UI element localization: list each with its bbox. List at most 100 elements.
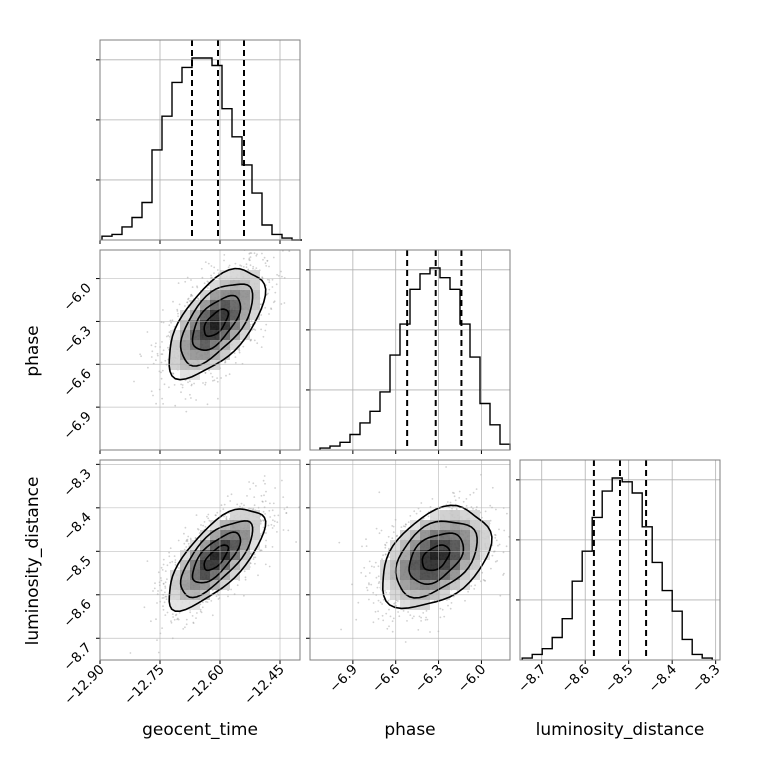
scatter-point (245, 263, 248, 266)
scatter-point (260, 328, 262, 331)
scatter-point (205, 600, 207, 603)
scatter-point (161, 353, 164, 356)
scatter-point (164, 585, 167, 588)
scatter-point (464, 599, 466, 602)
scatter-point (498, 543, 501, 546)
density-cell (210, 560, 220, 570)
histogram-geocent-time (96, 39, 302, 244)
density-cell (250, 530, 260, 540)
scatter-point (385, 591, 388, 594)
scatter-point (266, 260, 269, 262)
scatter-point (271, 286, 274, 288)
scatter-point (170, 621, 173, 624)
scatter-point (176, 308, 179, 311)
scatter-point (273, 300, 276, 303)
scatter-point (260, 494, 263, 497)
scatter-point (242, 257, 245, 260)
scatter-point (404, 641, 407, 643)
scatter-point (161, 341, 163, 343)
scatter-point (484, 580, 487, 582)
scatter-point (446, 501, 449, 503)
scatter-point (168, 555, 171, 558)
scatter-point (417, 629, 420, 631)
scatter-point (174, 559, 177, 561)
density-cell (190, 360, 200, 370)
scatter-point (425, 610, 428, 612)
scatter-point (187, 381, 189, 384)
scatter-point (238, 349, 241, 352)
panel-frame (99, 249, 301, 451)
scatter-point (484, 510, 487, 513)
scatter-point (268, 265, 270, 268)
density-cell (250, 290, 260, 300)
scatter-point (240, 265, 243, 267)
scatter-point (178, 611, 181, 614)
scatter-point (249, 252, 252, 254)
scatter-point (207, 517, 210, 520)
density-cell (240, 530, 250, 540)
density-cell (240, 270, 250, 280)
scatter-point (470, 506, 473, 508)
density-cell (210, 290, 220, 300)
scatter-point (185, 540, 188, 542)
density-cell (200, 350, 210, 360)
scatter-point (203, 282, 206, 285)
scatter-point (157, 571, 160, 574)
scatter-point (172, 616, 175, 618)
scatter-point (146, 560, 149, 562)
scatter-point (190, 279, 192, 281)
scatter-point (250, 552, 252, 555)
scatter-point (185, 546, 188, 548)
scatter-point (240, 502, 243, 505)
density-cell (190, 540, 200, 550)
scatter-point (171, 560, 174, 563)
scatter-point (370, 565, 373, 568)
scatter-point (365, 538, 367, 541)
density-cell (250, 300, 260, 310)
scatter-point (265, 323, 268, 326)
scatter-point (260, 303, 262, 306)
scatter-point (506, 512, 508, 515)
scatter-point (213, 272, 215, 274)
scatter-point (402, 525, 405, 528)
scatter-point (164, 614, 167, 616)
scatter-point (277, 274, 280, 277)
scatter-point (174, 404, 177, 407)
scatter-point (217, 598, 220, 600)
density-cell (200, 340, 210, 350)
scatter-point (157, 651, 160, 654)
scatter-point (184, 526, 187, 529)
scatter-point (340, 628, 342, 631)
scatter-point (256, 342, 259, 345)
contour-level-3 (168, 267, 267, 381)
scatter-point (242, 345, 245, 348)
density-cell (190, 550, 200, 560)
scatter-point (453, 492, 455, 494)
scatter-point (271, 546, 274, 548)
density-cell (220, 280, 230, 290)
scatter-point (264, 563, 267, 566)
scatter-point (265, 532, 267, 534)
scatter-point (465, 505, 468, 507)
scatter-point (195, 617, 197, 619)
scatter-point (257, 574, 259, 577)
density-cell (180, 360, 190, 370)
scatter-point (160, 579, 163, 582)
scatter-point (366, 589, 369, 592)
density-cell (210, 520, 220, 530)
scatter-point (453, 495, 456, 498)
scatter-point (259, 522, 262, 525)
scatter-point (230, 588, 233, 591)
density-cell (220, 340, 230, 350)
scatter-point (197, 298, 200, 300)
scatter-point (190, 397, 192, 399)
scatter-point (272, 256, 275, 259)
scatter-point (272, 502, 275, 505)
scatter-point (173, 384, 176, 386)
scatter-point (185, 618, 188, 621)
scatter-point (210, 274, 213, 277)
scatter-point (172, 372, 174, 375)
scatter-point (217, 272, 220, 275)
density-cell (180, 310, 190, 320)
